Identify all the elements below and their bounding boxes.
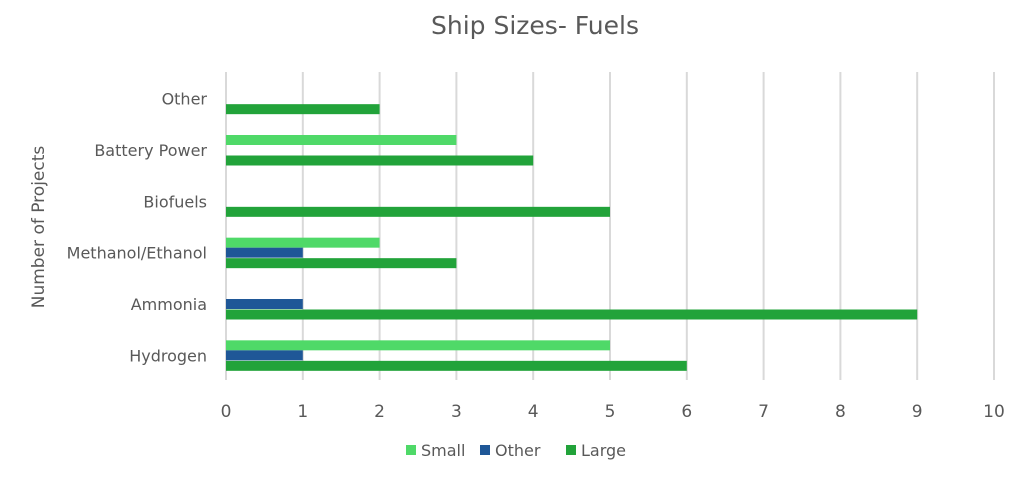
- legend-swatch-small: [406, 445, 416, 455]
- x-tick-label: 4: [528, 402, 539, 422]
- x-tick-label: 7: [758, 402, 769, 422]
- bar-small: [226, 340, 610, 351]
- category-label: Battery Power: [94, 141, 207, 160]
- bar-large: [226, 309, 918, 320]
- bar-small: [226, 135, 457, 145]
- x-tick-label: 3: [451, 402, 462, 422]
- bar-large: [226, 206, 610, 217]
- legend-swatch-other: [480, 445, 490, 455]
- bar-other: [226, 299, 303, 309]
- x-tick-label: 6: [681, 402, 692, 422]
- legend-swatch-large: [566, 445, 576, 455]
- y-axis-label: Number of Projects: [29, 146, 49, 309]
- category-label: Ammonia: [131, 295, 207, 314]
- x-tick-label: 2: [374, 402, 385, 422]
- category-label: Other: [162, 90, 208, 109]
- x-tick-label: 10: [983, 402, 1005, 422]
- chart-title: Ship Sizes- Fuels: [431, 11, 639, 40]
- category-label: Hydrogen: [129, 346, 207, 365]
- category-label: Biofuels: [143, 192, 207, 211]
- bar-other: [226, 247, 303, 258]
- bar-large: [226, 104, 380, 115]
- category-label: Methanol/Ethanol: [67, 244, 207, 263]
- legend-label: Other: [495, 441, 541, 460]
- bar-small: [226, 237, 380, 248]
- x-tick-label: 9: [912, 402, 923, 422]
- bar-large: [226, 360, 687, 371]
- x-tick-label: 8: [835, 402, 846, 422]
- x-tick-label: 5: [605, 402, 616, 422]
- x-tick-label: 1: [297, 402, 308, 422]
- legend-label: Large: [581, 441, 626, 460]
- bar-large: [226, 155, 534, 166]
- bar-large: [226, 258, 457, 269]
- x-tick-label: 0: [221, 402, 232, 422]
- legend-label: Small: [421, 441, 465, 460]
- bar-other: [226, 350, 303, 361]
